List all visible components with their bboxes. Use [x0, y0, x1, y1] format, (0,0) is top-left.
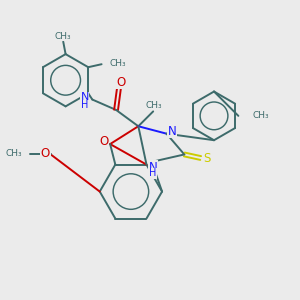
Text: H: H [149, 168, 157, 178]
Text: CH₃: CH₃ [5, 149, 22, 158]
Text: CH₃: CH₃ [110, 59, 127, 68]
Text: O: O [116, 76, 125, 89]
Text: O: O [99, 135, 108, 148]
Text: N: N [167, 125, 176, 138]
Text: H: H [81, 100, 89, 110]
Text: N: N [149, 161, 158, 174]
Text: CH₃: CH₃ [54, 32, 71, 41]
Text: O: O [41, 147, 50, 160]
Text: CH₃: CH₃ [253, 111, 269, 120]
Text: N: N [80, 92, 89, 102]
Text: CH₃: CH₃ [146, 101, 162, 110]
Text: S: S [203, 152, 211, 164]
